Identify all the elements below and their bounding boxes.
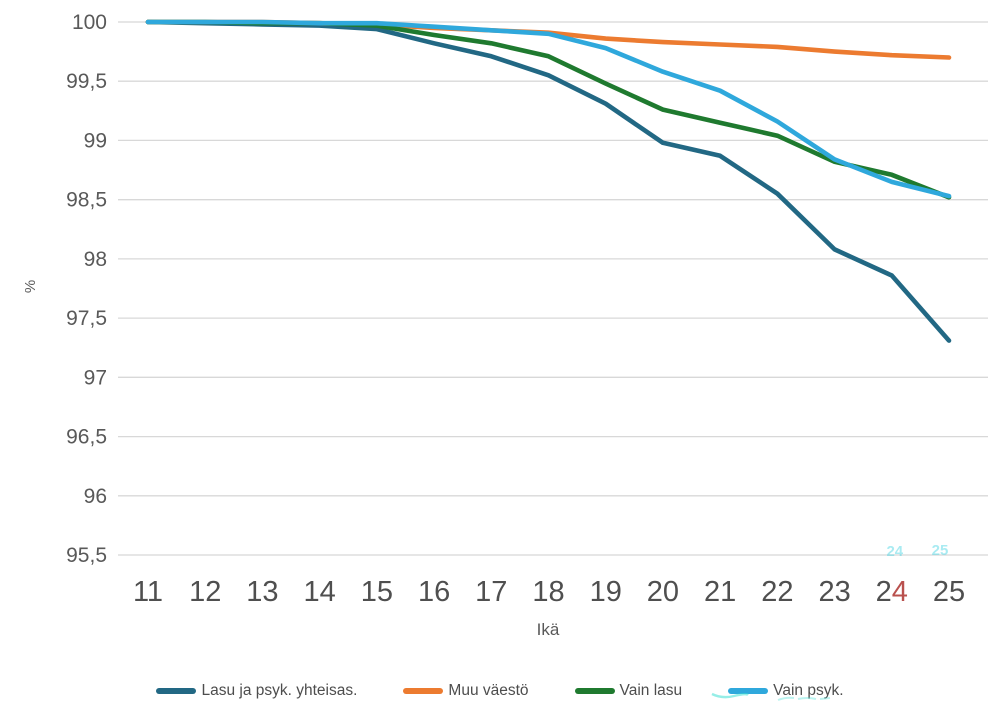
x-tick-label: 22 <box>761 576 793 608</box>
series-line-muu-v-est <box>145 19 952 60</box>
ghost-tick-artifact: 24 <box>886 543 903 560</box>
legend-item-3: Vain lasu <box>574 682 683 700</box>
x-tick-label: 14 <box>303 576 335 608</box>
plot-area: 100 99,5 99 98,5 98 97,5 97 96,5 96 95,5 24 25 11 12 1… <box>66 11 988 608</box>
legend-label: Vain lasu <box>619 682 683 699</box>
x-tick-label: 24 <box>876 576 908 608</box>
x-tick-label: 20 <box>647 576 679 608</box>
x-tick-label: 13 <box>246 576 278 608</box>
series-line-vain-psyk <box>145 19 952 199</box>
series-line-lasu-ja-psyk-yhteisas <box>145 19 952 343</box>
y-tick-label: 97 <box>84 366 107 389</box>
y-tick-label: 96,5 <box>66 426 107 449</box>
x-axis-title: Ikä <box>536 620 560 639</box>
legend: Lasu ja psyk. yhteisas. Muu väestö Vain la… <box>0 678 1000 704</box>
x-tick-label: 11 <box>133 576 163 608</box>
y-tick-label: 99,5 <box>66 70 107 93</box>
y-tick-label: 95,5 <box>66 544 107 567</box>
legend-swatch <box>574 688 615 694</box>
ghost-tick-artifact: 25 <box>932 542 949 559</box>
x-tick-label: 12 <box>189 576 221 608</box>
legend-swatch <box>156 688 197 694</box>
x-tick-label: 21 <box>704 576 736 608</box>
y-tick-label: 96 <box>84 485 107 508</box>
legend-swatch <box>728 688 769 694</box>
x-tick-label: 19 <box>590 576 622 608</box>
y-tick-label: 99 <box>84 129 107 152</box>
legend-swatch <box>403 688 444 694</box>
y-axis-title: % <box>22 279 40 294</box>
x-tick-label: 18 <box>532 576 564 608</box>
legend-item-4: Vain psyk. <box>728 682 844 700</box>
x-tick-label: 25 <box>933 576 965 608</box>
legend-item-2: Muu väestö <box>403 682 529 700</box>
x-tick-label: 23 <box>818 576 850 608</box>
legend-label: Muu väestö <box>448 682 529 699</box>
x-tick-label: 17 <box>475 576 507 608</box>
legend-label: Vain psyk. <box>773 682 844 699</box>
y-tick-label: 98 <box>84 248 107 271</box>
y-tick-label: 100 <box>72 11 107 34</box>
series-line-vain-lasu <box>145 19 952 200</box>
legend-label: Lasu ja psyk. yhteisas. <box>201 682 358 699</box>
legend-item-1: Lasu ja psyk. yhteisas. <box>156 682 357 700</box>
x-tick-label: 15 <box>361 576 393 608</box>
x-tick-label: 16 <box>418 576 450 608</box>
y-tick-label: 98,5 <box>66 189 107 212</box>
y-tick-label: 97,5 <box>66 307 107 330</box>
